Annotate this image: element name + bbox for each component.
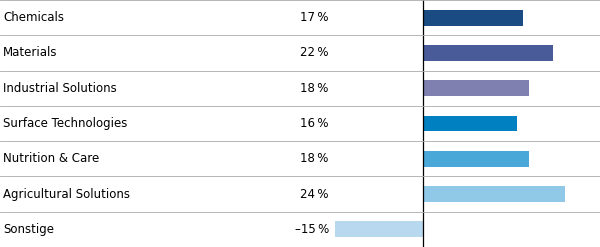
Text: Nutrition & Care: Nutrition & Care: [3, 152, 99, 165]
Bar: [423, 186, 565, 202]
Text: 17 %: 17 %: [301, 11, 329, 24]
Text: 18 %: 18 %: [301, 152, 329, 165]
Text: 18 %: 18 %: [301, 82, 329, 95]
Text: Sonstige: Sonstige: [3, 223, 54, 236]
Text: Industrial Solutions: Industrial Solutions: [3, 82, 117, 95]
Text: 16 %: 16 %: [301, 117, 329, 130]
Text: Chemicals: Chemicals: [3, 11, 64, 24]
Bar: [423, 80, 529, 96]
Text: Agricultural Solutions: Agricultural Solutions: [3, 187, 130, 201]
Bar: [423, 151, 529, 167]
Text: Surface Technologies: Surface Technologies: [3, 117, 127, 130]
Text: Materials: Materials: [3, 46, 58, 60]
Bar: [335, 221, 423, 237]
Text: –15 %: –15 %: [295, 223, 329, 236]
Bar: [423, 45, 553, 61]
Bar: [423, 116, 517, 131]
Text: 22 %: 22 %: [301, 46, 329, 60]
Text: 24 %: 24 %: [301, 187, 329, 201]
Bar: [423, 10, 523, 26]
